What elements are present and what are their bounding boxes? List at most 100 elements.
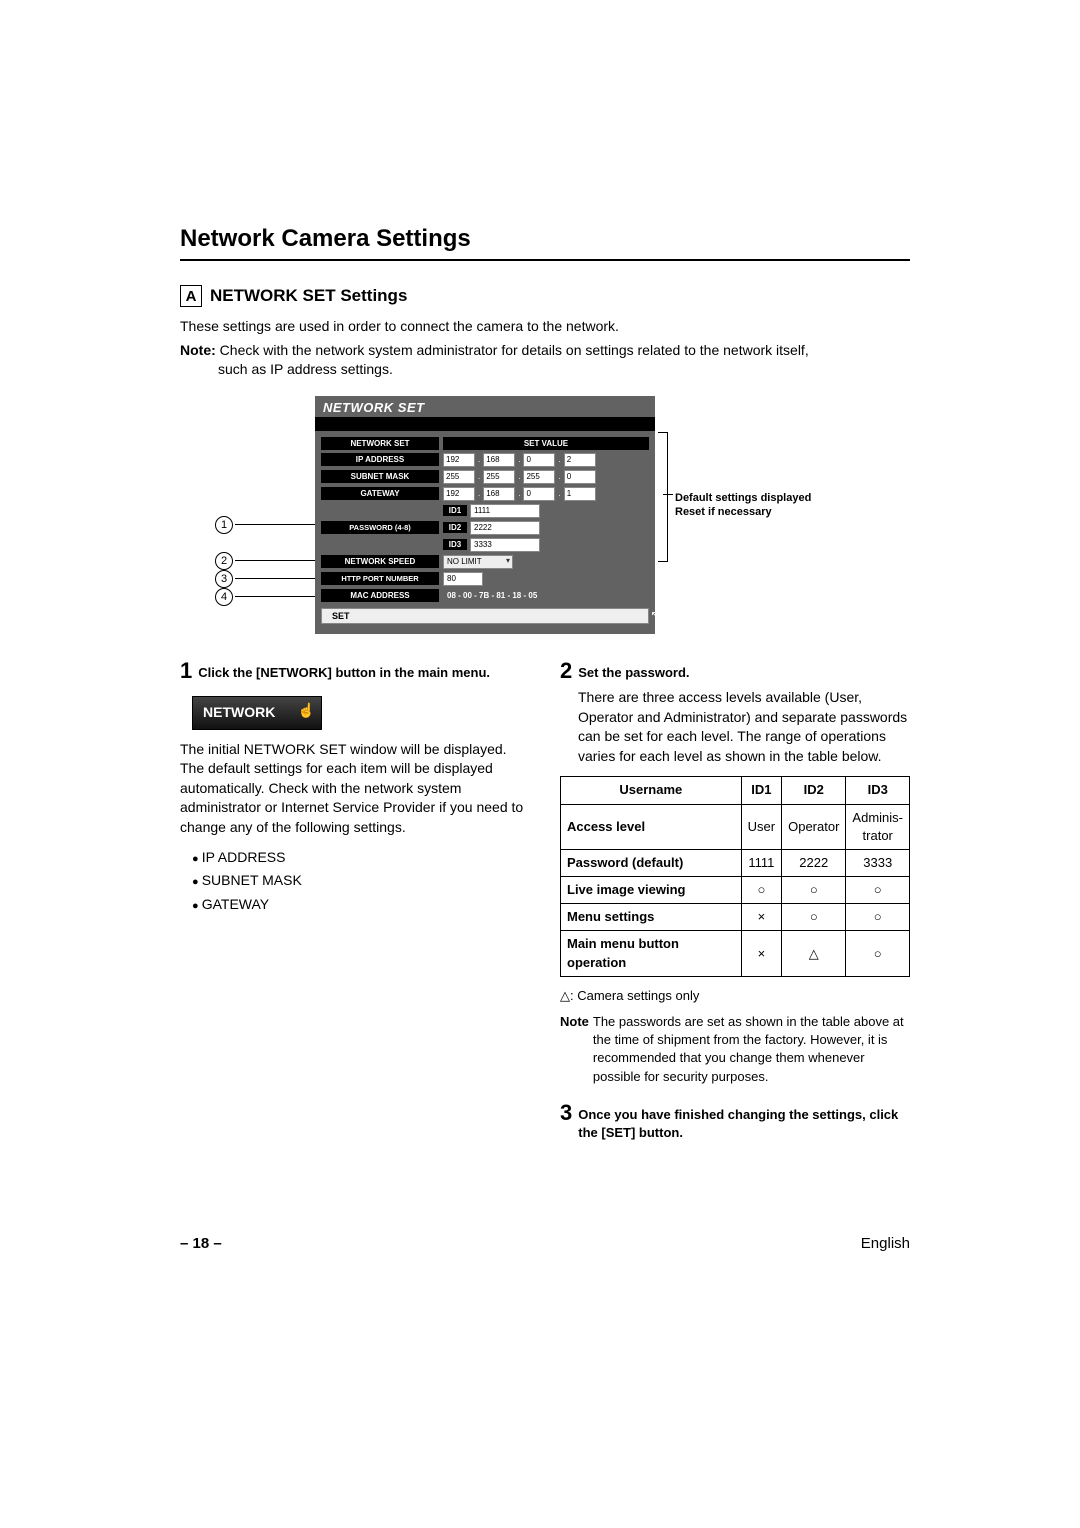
label-netspeed: NETWORK SPEED bbox=[321, 555, 439, 568]
gw-octet[interactable]: 192 bbox=[443, 487, 475, 501]
row-mac: MAC ADDRESS 08 - 00 - 7B - 81 - 18 - 05 bbox=[321, 589, 649, 602]
pw-input[interactable]: 2222 bbox=[470, 521, 540, 535]
note-line2: such as IP address settings. bbox=[218, 360, 910, 380]
step-1: 1 Click the [NETWORK] button in the main… bbox=[180, 660, 530, 682]
pw-id-label: ID3 bbox=[443, 539, 467, 550]
cell: ○ bbox=[782, 877, 846, 904]
side-note-l2: Reset if necessary bbox=[675, 505, 875, 519]
cell: ○ bbox=[846, 931, 910, 976]
ip-octet[interactable]: 0 bbox=[523, 453, 555, 467]
network-set-figure: Default settings displayed Reset if nece… bbox=[180, 396, 910, 646]
label-password: PASSWORD (4-8) bbox=[321, 521, 439, 534]
step-1-number: 1 bbox=[180, 660, 192, 682]
section-heading: A NETWORK SET Settings bbox=[180, 285, 910, 307]
figure-bracket bbox=[658, 432, 668, 562]
mac-value: 08 - 00 - 7B - 81 - 18 - 05 bbox=[443, 591, 537, 600]
gw-octet[interactable]: 0 bbox=[523, 487, 555, 501]
step-3: 3 Once you have finished changing the se… bbox=[560, 1102, 910, 1142]
set-button[interactable]: SET bbox=[321, 608, 649, 624]
step-3-number: 3 bbox=[560, 1102, 572, 1142]
step-1-paragraph: The initial NETWORK SET window will be d… bbox=[180, 740, 530, 838]
gw-octet[interactable]: 1 bbox=[564, 487, 596, 501]
pw-id-label: ID2 bbox=[443, 522, 467, 533]
page-footer: – 18 – English bbox=[180, 1235, 910, 1252]
table-row: Username ID1 ID2 ID3 bbox=[561, 777, 910, 804]
row-port: HTTP PORT NUMBER 80 bbox=[321, 572, 649, 586]
cell: ○ bbox=[846, 904, 910, 931]
th-id3: ID3 bbox=[846, 777, 910, 804]
section-letter: A bbox=[180, 285, 202, 307]
row-pw-id3: ID3 3333 bbox=[321, 538, 649, 552]
cursor-icon: ↖ bbox=[651, 610, 659, 621]
netspeed-select[interactable]: NO LIMIT bbox=[443, 555, 513, 569]
cell: × bbox=[741, 931, 781, 976]
row-head: Access level bbox=[561, 804, 742, 849]
cell: Operator bbox=[782, 804, 846, 849]
cell: 1111 bbox=[741, 849, 781, 876]
mask-octet[interactable]: 0 bbox=[564, 470, 596, 484]
note-label: Note bbox=[560, 1013, 589, 1086]
pw-input[interactable]: 3333 bbox=[470, 538, 540, 552]
cell: ○ bbox=[741, 877, 781, 904]
triangle-note: △: Camera settings only bbox=[560, 987, 910, 1005]
callout-1: 1 bbox=[215, 516, 233, 534]
page-title: Network Camera Settings bbox=[180, 225, 910, 261]
access-table: Username ID1 ID2 ID3 Access level User O… bbox=[560, 776, 910, 977]
note-line1: Check with the network system administra… bbox=[220, 342, 809, 358]
row-netspeed: NETWORK SPEED NO LIMIT bbox=[321, 555, 649, 569]
label-mac: MAC ADDRESS bbox=[321, 589, 439, 602]
table-row: Password (default) 1111 2222 3333 bbox=[561, 849, 910, 876]
settings-bullets: IP ADDRESS SUBNET MASK GATEWAY bbox=[192, 848, 530, 915]
cell: 2222 bbox=[782, 849, 846, 876]
left-column: 1 Click the [NETWORK] button in the main… bbox=[180, 660, 530, 1148]
callout-4: 4 bbox=[215, 588, 233, 606]
network-button[interactable]: NETWORK ☝ bbox=[192, 696, 322, 730]
step-2-number: 2 bbox=[560, 660, 572, 682]
label-subnet: SUBNET MASK bbox=[321, 470, 439, 483]
mask-octet[interactable]: 255 bbox=[483, 470, 515, 484]
step-1-text: Click the [NETWORK] button in the main m… bbox=[198, 660, 490, 682]
gw-octet[interactable]: 168 bbox=[483, 487, 515, 501]
cell: 3333 bbox=[846, 849, 910, 876]
table-row: Menu settings × ○ ○ bbox=[561, 904, 910, 931]
label-gateway: GATEWAY bbox=[321, 487, 439, 500]
step-2: 2 Set the password. bbox=[560, 660, 910, 682]
table-row: Main menu button operation × △ ○ bbox=[561, 931, 910, 976]
note-label: Note: bbox=[180, 342, 216, 358]
figure-side-note: Default settings displayed Reset if nece… bbox=[675, 491, 875, 520]
th-username: Username bbox=[561, 777, 742, 804]
port-input[interactable]: 80 bbox=[443, 572, 483, 586]
cell: △ bbox=[782, 931, 846, 976]
cell: × bbox=[741, 904, 781, 931]
ip-octet[interactable]: 168 bbox=[483, 453, 515, 467]
network-set-panel: NETWORK SET NETWORK SET SET VALUE IP ADD… bbox=[315, 396, 655, 634]
page-number: – 18 – bbox=[180, 1235, 222, 1252]
row-pw-id1: ID1 1111 bbox=[321, 504, 649, 518]
row-head: Menu settings bbox=[561, 904, 742, 931]
row-ip: IP ADDRESS 192. 168. 0. 2 bbox=[321, 453, 649, 467]
label-port: HTTP PORT NUMBER bbox=[321, 572, 439, 585]
hand-cursor-icon: ☝ bbox=[298, 701, 315, 721]
note-block: Note: Check with the network system admi… bbox=[180, 341, 910, 380]
password-note: Note The passwords are set as shown in t… bbox=[560, 1013, 910, 1086]
pw-input[interactable]: 1111 bbox=[470, 504, 540, 518]
ip-octet[interactable]: 192 bbox=[443, 453, 475, 467]
side-note-l1: Default settings displayed bbox=[675, 491, 875, 505]
row-pw-id2: PASSWORD (4-8) ID2 2222 bbox=[321, 521, 649, 535]
cell: ○ bbox=[846, 877, 910, 904]
row-head: Password (default) bbox=[561, 849, 742, 876]
callout-3: 3 bbox=[215, 570, 233, 588]
mask-octet[interactable]: 255 bbox=[443, 470, 475, 484]
cell: ○ bbox=[782, 904, 846, 931]
table-row: Live image viewing ○ ○ ○ bbox=[561, 877, 910, 904]
intro-text: These settings are used in order to conn… bbox=[180, 317, 910, 337]
bullet-ip: IP ADDRESS bbox=[192, 848, 530, 868]
pw-id-label: ID1 bbox=[443, 505, 467, 516]
cell: Adminis- trator bbox=[846, 804, 910, 849]
col-header-left: NETWORK SET bbox=[321, 437, 439, 450]
panel-title: NETWORK SET bbox=[315, 396, 655, 417]
ip-octet[interactable]: 2 bbox=[564, 453, 596, 467]
note-text: The passwords are set as shown in the ta… bbox=[593, 1013, 910, 1086]
right-column: 2 Set the password. There are three acce… bbox=[560, 660, 910, 1148]
mask-octet[interactable]: 255 bbox=[523, 470, 555, 484]
